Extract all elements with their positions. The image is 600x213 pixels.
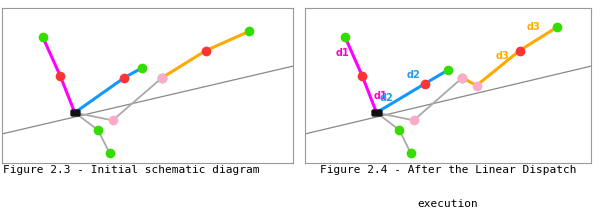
Bar	[373, 110, 380, 115]
Text: d1: d1	[335, 47, 349, 58]
Text: d2: d2	[380, 93, 394, 103]
Text: Figure 2.3 - Initial schematic diagram: Figure 2.3 - Initial schematic diagram	[3, 165, 260, 175]
Bar	[71, 110, 79, 115]
Bar	[373, 110, 380, 115]
Text: execution: execution	[418, 199, 478, 209]
Bar	[71, 110, 79, 115]
Text: Figure 2.4 - After the Linear Dispatch: Figure 2.4 - After the Linear Dispatch	[320, 165, 576, 175]
Bar	[373, 110, 380, 115]
Text: d3: d3	[527, 22, 541, 32]
Text: d3: d3	[496, 51, 509, 61]
Bar	[71, 110, 79, 115]
Text: d2: d2	[407, 70, 421, 80]
Bar	[71, 110, 79, 115]
Bar	[373, 110, 380, 115]
Bar	[71, 110, 79, 115]
Bar	[373, 110, 380, 115]
Text: d1: d1	[374, 91, 388, 101]
